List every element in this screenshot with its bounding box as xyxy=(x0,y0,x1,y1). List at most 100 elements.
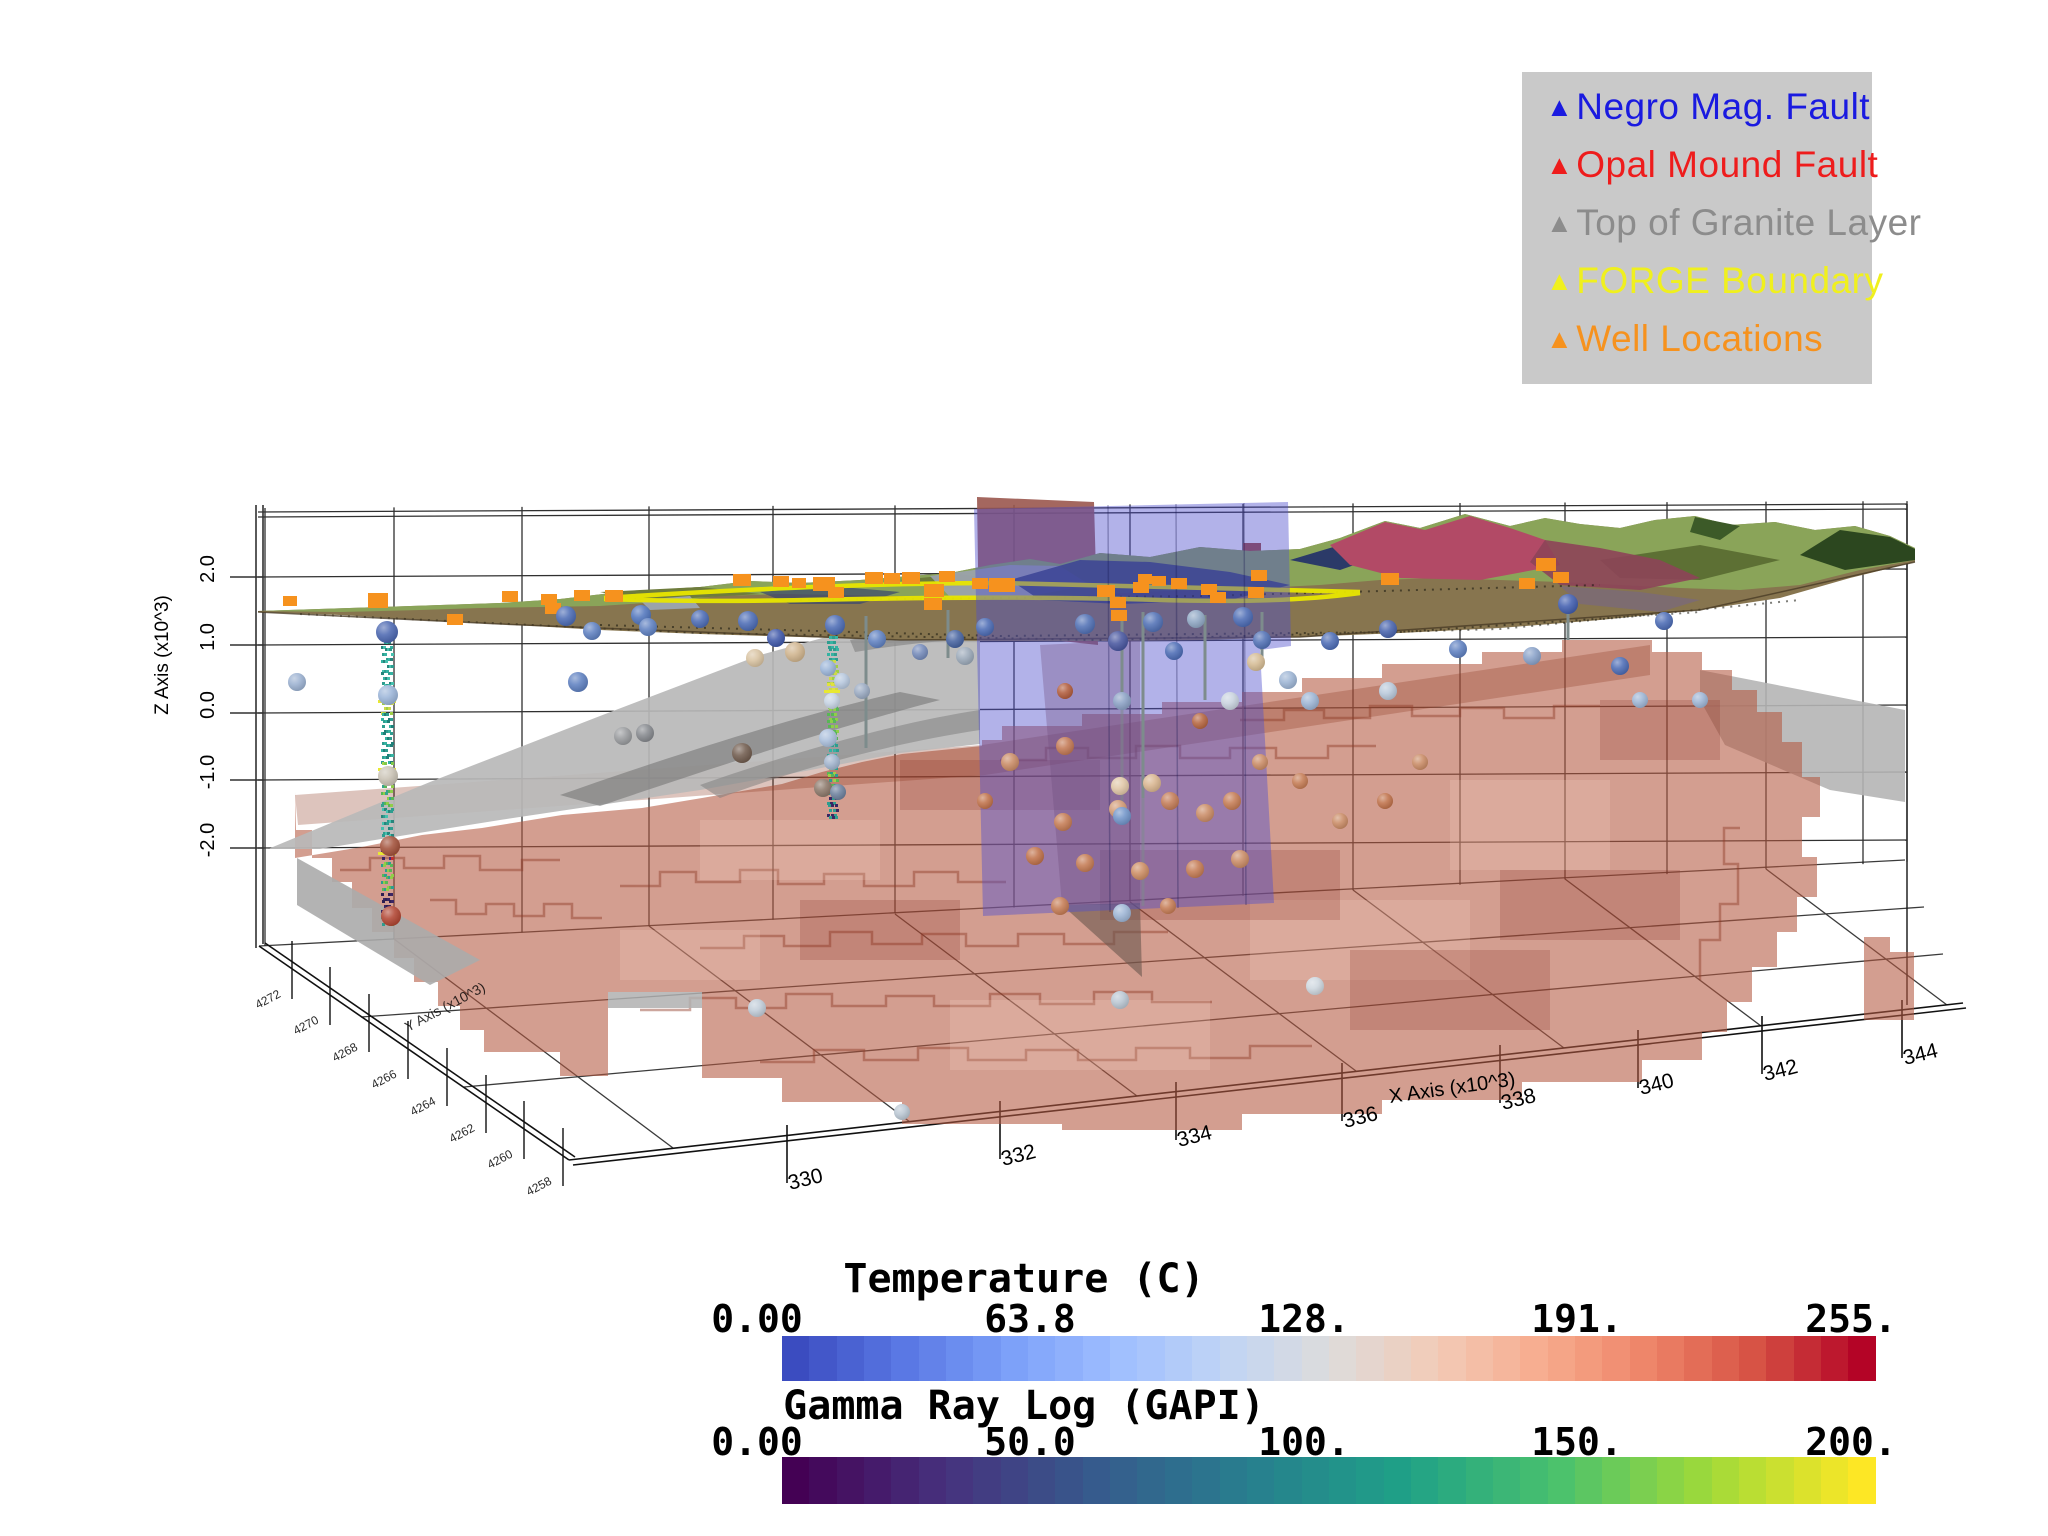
well-location-marker[interactable] xyxy=(902,572,920,584)
sphere-highlight xyxy=(1075,614,1095,634)
gamma-colorbar-title: Gamma Ray Log (GAPI) xyxy=(783,1383,1265,1429)
well-location-marker[interactable] xyxy=(1519,578,1535,589)
well-location-marker[interactable] xyxy=(1138,574,1152,584)
colorbar-band xyxy=(1520,1336,1548,1381)
colorbar-band xyxy=(1082,1336,1111,1381)
well-location-marker[interactable] xyxy=(605,590,623,602)
y-tick-label: 4264 xyxy=(408,1094,438,1119)
colorbar-band xyxy=(1192,1336,1220,1381)
well-location-marker[interactable] xyxy=(1251,570,1267,581)
tick-label: 200. xyxy=(1805,1420,1897,1464)
well-location-marker[interactable] xyxy=(1381,573,1399,585)
y-tick-label: 4270 xyxy=(291,1013,321,1038)
colorbar-band xyxy=(946,1336,974,1381)
well-location-marker[interactable] xyxy=(1097,585,1115,597)
colorbar-band xyxy=(1410,1336,1439,1381)
legend-item-opal-mound-fault: ▲ Opal Mound Fault xyxy=(1546,136,1878,194)
well-location-marker[interactable] xyxy=(1152,576,1166,586)
y-tick-label: 4272 xyxy=(253,987,283,1012)
well-location-marker[interactable] xyxy=(1111,610,1127,621)
well-location-marker[interactable] xyxy=(447,614,463,625)
well-location-marker[interactable] xyxy=(972,578,988,589)
colorbar-band xyxy=(918,1336,947,1381)
colorbar-band xyxy=(1629,1457,1657,1504)
sphere-highlight xyxy=(746,649,764,667)
colorbar-band xyxy=(809,1336,837,1381)
well-location-marker[interactable] xyxy=(574,590,590,601)
colorbar-band xyxy=(1739,1457,1767,1504)
sphere-highlight xyxy=(1113,807,1131,825)
well-location-marker[interactable] xyxy=(1536,558,1556,571)
sphere-highlight xyxy=(767,629,785,647)
sphere-highlight xyxy=(1321,632,1339,650)
well-location-marker[interactable] xyxy=(733,574,751,586)
well-location-marker[interactable] xyxy=(1210,592,1226,603)
colorbar-band xyxy=(836,1336,865,1381)
sphere-highlight xyxy=(1279,671,1297,689)
well-location-marker[interactable] xyxy=(1171,578,1187,589)
well-location-marker[interactable] xyxy=(545,603,561,614)
sphere-highlight xyxy=(814,779,832,797)
well-location-marker[interactable] xyxy=(502,591,518,602)
legend-item-top-of-granite-layer: ▲ Top of Granite Layer xyxy=(1546,194,1921,252)
well-location-marker[interactable] xyxy=(541,594,557,605)
sphere-highlight xyxy=(1111,991,1129,1009)
tick-label: 191. xyxy=(1531,1297,1623,1341)
colorbar-band xyxy=(864,1457,892,1504)
sphere-highlight xyxy=(1026,847,1044,865)
triangle-icon: ▲ xyxy=(1546,208,1574,238)
tick-label: 255. xyxy=(1805,1297,1897,1341)
well-location-marker[interactable] xyxy=(368,593,388,608)
colorbar-band xyxy=(1657,1336,1685,1381)
well-location-marker[interactable] xyxy=(884,573,900,584)
temperature-spheres[interactable] xyxy=(288,594,1708,1120)
colorbar-band xyxy=(1274,1336,1302,1381)
sphere-highlight xyxy=(1076,854,1094,872)
well-location-marker[interactable] xyxy=(792,578,806,588)
colorbar-band xyxy=(1110,1336,1138,1381)
sphere-highlight xyxy=(976,618,994,636)
well-location-marker[interactable] xyxy=(1553,572,1569,583)
colorbar-band xyxy=(1711,1336,1740,1381)
colorbar-band xyxy=(1301,1336,1329,1381)
sphere-highlight xyxy=(1131,862,1149,880)
triangle-icon: ▲ xyxy=(1546,92,1574,122)
sphere-highlight xyxy=(376,621,398,643)
sphere-highlight xyxy=(1057,683,1073,699)
colorbar-band xyxy=(864,1336,892,1381)
well-location-marker[interactable] xyxy=(865,572,883,584)
colorbar-band xyxy=(1246,1457,1275,1504)
colorbar-band xyxy=(1246,1336,1275,1381)
well-location-marker[interactable] xyxy=(1201,584,1217,595)
well-location-marker[interactable] xyxy=(939,571,955,582)
tick-label: 0.00 xyxy=(711,1297,803,1341)
colorbar-band xyxy=(1219,1457,1247,1504)
colorbar-band xyxy=(1492,1457,1521,1504)
well-location-marker[interactable] xyxy=(828,587,844,598)
well-location-marker[interactable] xyxy=(1133,582,1149,593)
sphere-highlight xyxy=(1412,754,1428,770)
well-location-marker[interactable] xyxy=(924,584,944,597)
sphere-highlight xyxy=(614,727,632,745)
well-location-marker[interactable] xyxy=(283,596,297,606)
colorbar-band xyxy=(1301,1457,1329,1504)
well-location-marker[interactable] xyxy=(1248,587,1264,598)
z-tick-label: -2.0 xyxy=(197,823,219,857)
well-location-marker[interactable] xyxy=(989,578,1015,592)
colorbar-band xyxy=(836,1457,865,1504)
colorbar-band xyxy=(1465,1457,1493,1504)
well-location-markers[interactable] xyxy=(283,558,1569,625)
tick-label: 150. xyxy=(1531,1420,1623,1464)
colorbar-band xyxy=(1137,1457,1165,1504)
legend-item-well-locations: ▲ Well Locations xyxy=(1546,310,1872,368)
well-location-marker[interactable] xyxy=(1110,597,1126,608)
y-tick-label: 4260 xyxy=(485,1147,515,1172)
well-location-marker[interactable] xyxy=(924,598,942,610)
well-location-marker[interactable] xyxy=(773,576,789,587)
sphere-highlight xyxy=(1186,860,1204,878)
sphere-highlight xyxy=(834,673,850,689)
sphere-highlight xyxy=(380,836,400,856)
tick-label: 50.0 xyxy=(984,1420,1076,1464)
sphere-highlight xyxy=(1196,804,1214,822)
